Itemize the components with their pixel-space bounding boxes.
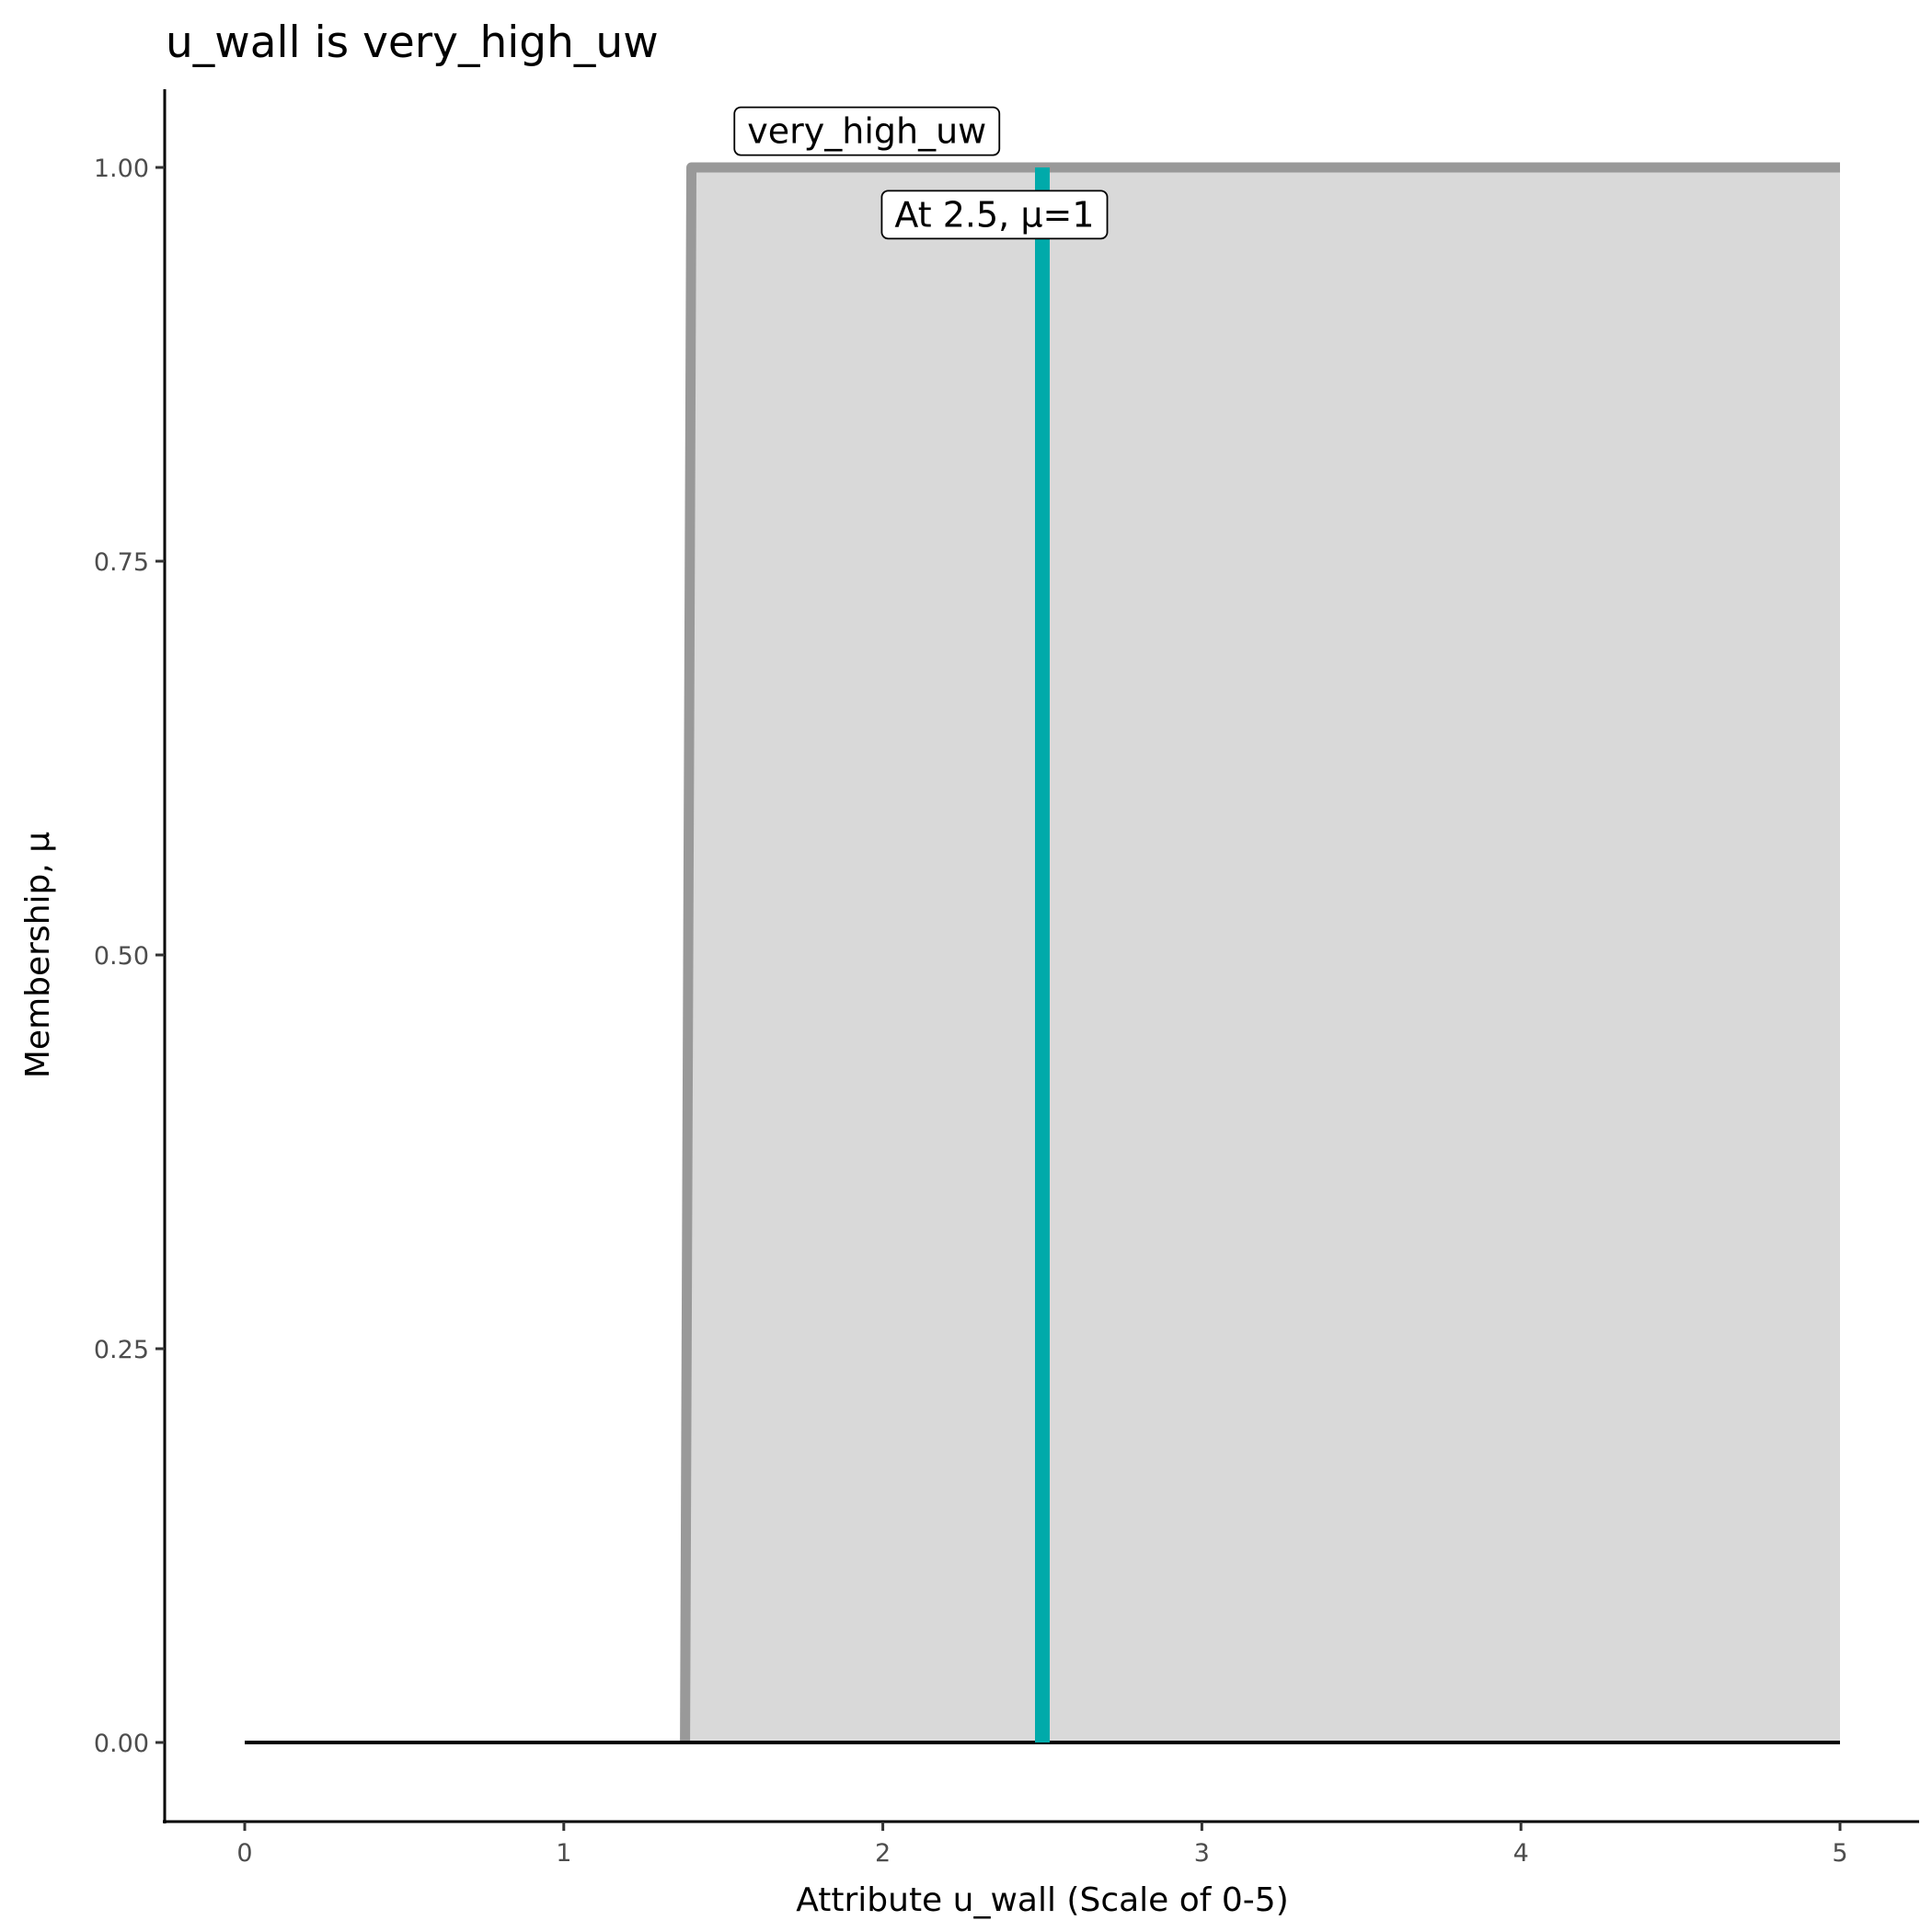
membership-line [680, 162, 1840, 1743]
x-tick-label: 1 [556, 1839, 571, 1868]
x-tick-label: 5 [1832, 1839, 1847, 1868]
annotation-text: very_high_uw [747, 111, 986, 152]
y-tick-label: 1.00 [94, 155, 149, 183]
membership-fill [684, 167, 1840, 1742]
chart-title: u_wall is very_high_uw [166, 17, 659, 68]
y-axis-title: Membership, μ [19, 832, 57, 1078]
x-tick-label: 0 [236, 1839, 252, 1868]
annotation-label: At 2.5, μ=1 [880, 190, 1109, 240]
annotation-text: At 2.5, μ=1 [894, 194, 1094, 235]
x-axis-title: Attribute u_wall (Scale of 0-5) [796, 1881, 1289, 1919]
y-tick-label: 0.00 [94, 1730, 149, 1758]
annotation-box [733, 106, 1001, 156]
x-tick-label: 4 [1513, 1839, 1529, 1868]
x-tick-label: 2 [875, 1839, 891, 1868]
x-tick-label: 3 [1194, 1839, 1210, 1868]
plot-area: 0 1 2 3 4 5 0.00 0.25 0.50 0.75 1.00 very_high_uw At… [94, 89, 1919, 1868]
annotation-label: very_high_uw [733, 106, 1001, 156]
y-tick-label: 0.50 [94, 942, 149, 971]
y-tick-label: 0.75 [94, 548, 149, 577]
y-tick-label: 0.25 [94, 1336, 149, 1364]
annotation-box [880, 190, 1109, 240]
